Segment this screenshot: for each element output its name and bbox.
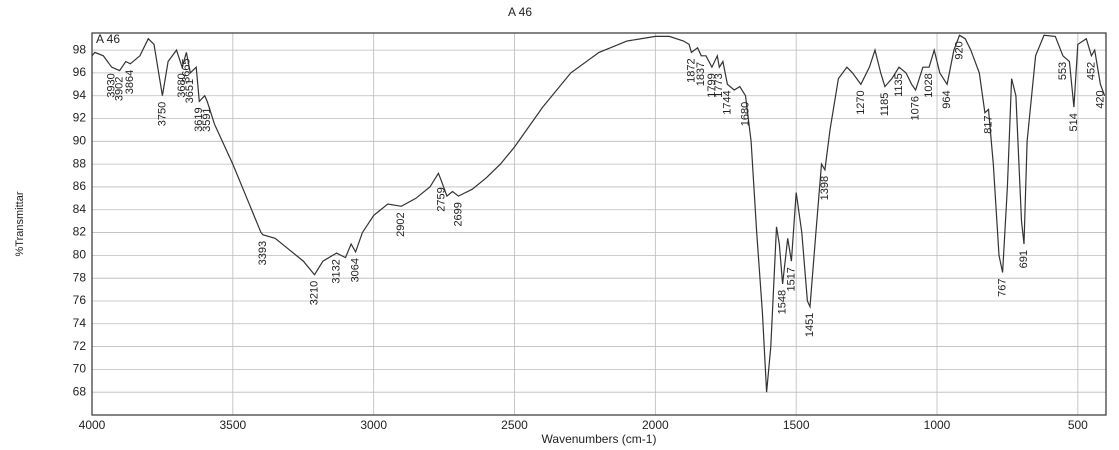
peak-label: 2699 — [452, 202, 464, 226]
peak-label: 1028 — [923, 73, 935, 97]
y-tick-label: 90 — [73, 134, 87, 148]
peak-label: 1548 — [777, 290, 789, 314]
peak-label: 1773 — [713, 73, 725, 97]
plot-label: A 46 — [96, 32, 120, 46]
y-tick-label: 96 — [73, 65, 87, 79]
peak-label: 1135 — [893, 73, 905, 97]
peak-label: 3393 — [257, 241, 269, 265]
spectrum-line — [91, 34, 1106, 393]
y-tick-label: 78 — [73, 270, 87, 284]
peak-label: 691 — [1018, 250, 1030, 268]
peak-label: 1185 — [879, 93, 891, 117]
peak-label: 1837 — [695, 62, 707, 86]
y-axis-label: %Transmittar — [14, 191, 26, 256]
x-tick-label: 3000 — [360, 418, 387, 432]
chart-title: A 46 — [508, 5, 532, 19]
peak-label: 767 — [997, 278, 1009, 296]
y-tick-label: 70 — [73, 362, 87, 376]
peak-label: 553 — [1057, 62, 1069, 80]
y-tick-label: 68 — [73, 384, 87, 398]
peak-label: 3902 — [114, 77, 126, 101]
peak-label: 920 — [953, 41, 965, 59]
y-tick-label: 76 — [73, 293, 87, 307]
peak-label: 1270 — [855, 90, 867, 114]
y-tick-label: 98 — [73, 42, 87, 56]
peak-label: 452 — [1085, 62, 1097, 80]
plot-frame — [91, 32, 1107, 416]
peak-label: 3680 — [176, 73, 188, 97]
y-tick-label: 74 — [73, 316, 87, 330]
peak-label: 514 — [1068, 113, 1080, 131]
peak-label: 3619 — [193, 107, 205, 131]
x-tick-label: 3500 — [219, 418, 246, 432]
peak-label: 2759 — [435, 187, 447, 211]
peak-label: 3864 — [124, 70, 136, 94]
peak-label: 1398 — [819, 176, 831, 200]
peak-label: 3750 — [156, 102, 168, 126]
y-tick-label: 82 — [73, 225, 87, 239]
x-tick-label: 500 — [1068, 418, 1088, 432]
peak-label: 3064 — [350, 258, 362, 282]
x-tick-label: 4000 — [79, 418, 106, 432]
y-tick-label: 88 — [73, 156, 87, 170]
peak-label: 1744 — [721, 90, 733, 114]
peak-label: 3132 — [330, 259, 342, 283]
peak-label: 1076 — [909, 96, 921, 120]
y-tick-label: 84 — [73, 202, 87, 216]
peak-label: 964 — [941, 90, 953, 108]
peak-label: 3665 — [180, 58, 192, 82]
y-tick-label: 72 — [73, 339, 87, 353]
peak-label: 3210 — [308, 281, 320, 305]
peak-label: 2902 — [395, 212, 407, 236]
peak-label: 420 — [1094, 90, 1106, 108]
peak-label: 1451 — [804, 313, 816, 337]
peak-label: 817 — [982, 115, 994, 133]
peak-label: 1517 — [785, 267, 797, 291]
y-tick-label: 80 — [73, 248, 87, 262]
x-tick-label: 1500 — [783, 418, 810, 432]
y-tick-label: 86 — [73, 179, 87, 193]
x-tick-label: 1000 — [924, 418, 951, 432]
peak-label: 1799 — [706, 73, 718, 97]
peak-label: 3591 — [201, 107, 213, 131]
x-tick-label: 2500 — [501, 418, 528, 432]
peak-label: 1680 — [739, 102, 751, 126]
y-tick-label: 94 — [73, 88, 87, 102]
x-tick-label: 2000 — [642, 418, 669, 432]
peak-label: 3930 — [106, 73, 118, 97]
x-axis-label: Wavenumbers (cm-1) — [542, 432, 657, 446]
y-tick-label: 92 — [73, 111, 87, 125]
peak-label: 3651 — [184, 79, 196, 103]
peak-label: 1872 — [685, 58, 697, 82]
